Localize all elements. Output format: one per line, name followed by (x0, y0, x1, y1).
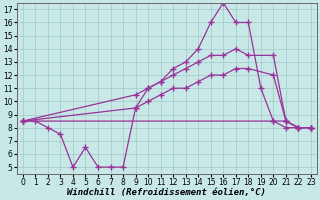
X-axis label: Windchill (Refroidissement éolien,°C): Windchill (Refroidissement éolien,°C) (68, 188, 266, 197)
